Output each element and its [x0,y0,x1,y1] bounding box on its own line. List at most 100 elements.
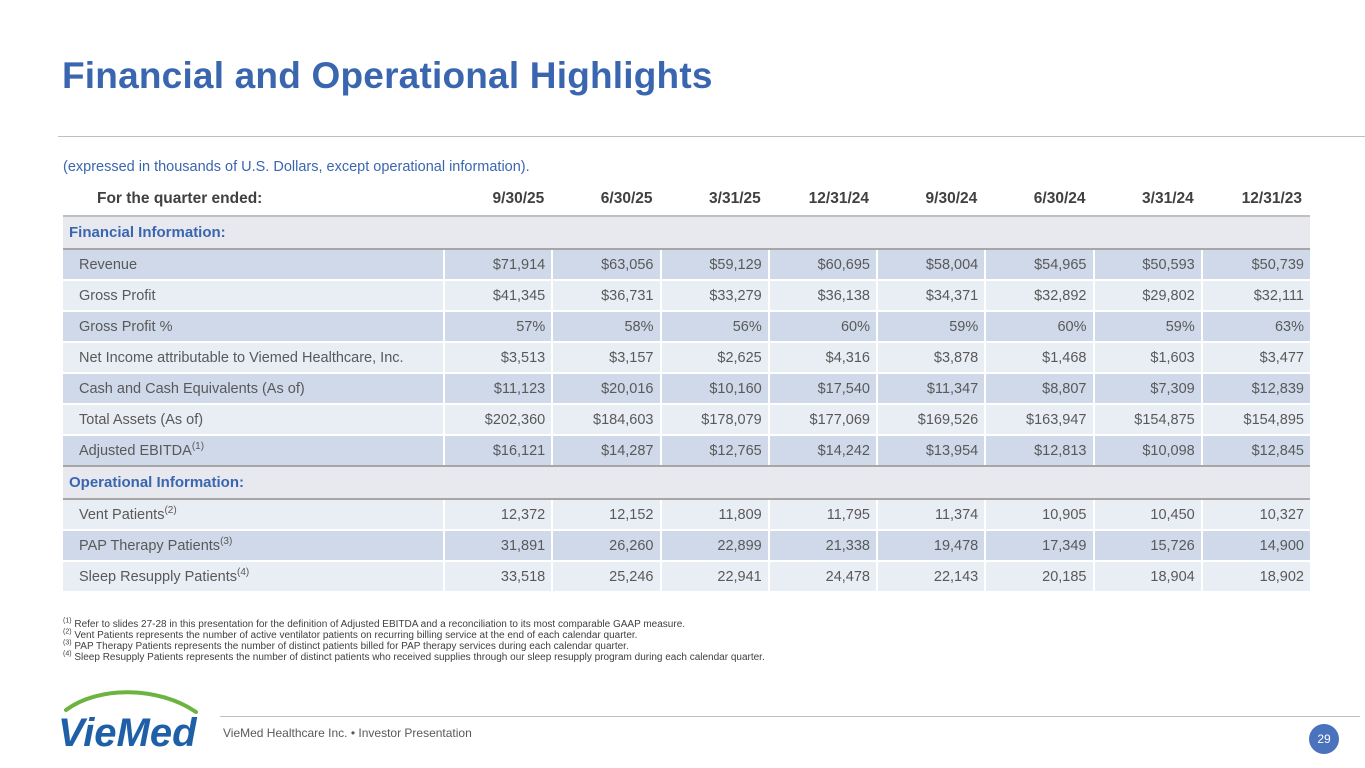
table-cell: 57% [444,311,554,343]
page-number-badge: 29 [1309,724,1339,754]
table-cell: 63% [1201,311,1310,343]
section-row-financial: Financial Information: [63,216,1310,250]
table-cell: 22,941 [660,561,770,593]
table-cell: 14,900 [1201,530,1310,562]
table-cell: $177,069 [768,404,879,436]
table-cell: $71,914 [444,249,554,281]
table-row: Net Income attributable to Viemed Health… [63,342,1310,374]
viemed-logo: VieMed [58,690,198,750]
table-cell: $8,807 [985,373,1095,405]
table-cell: $3,513 [444,342,554,374]
footnote-ref: (1) [191,440,205,452]
table-cell: 17,349 [985,530,1095,562]
table-cell: $12,765 [660,435,770,467]
period-header: 6/30/24 [985,183,1094,217]
table-cell: 60% [768,311,879,343]
table-row: PAP Therapy Patients(3) 31,891 26,260 22… [63,530,1310,562]
table-cell: 10,450 [1093,499,1203,531]
table-cell: $1,603 [1093,342,1203,374]
table-row: Total Assets (As of) $202,360 $184,603 $… [63,404,1310,436]
footnote: (2) Vent Patients represents the number … [63,628,765,641]
table-cell: 10,905 [985,499,1095,531]
table-cell: $184,603 [552,404,662,436]
footnote-text: Sleep Resupply Patients represents the n… [71,652,765,663]
table-cell: 19,478 [877,530,987,562]
footnote: (4) Sleep Resupply Patients represents t… [63,650,765,663]
table-cell: $3,878 [877,342,987,374]
table-cell: $7,309 [1093,373,1203,405]
table-cell: $4,316 [768,342,879,374]
table-cell: 11,374 [877,499,987,531]
row-label: Gross Profit % [63,311,445,343]
footnote: (3) PAP Therapy Patients represents the … [63,639,765,652]
footnote-marker: (3) [63,639,72,647]
table-cell: 18,904 [1093,561,1203,593]
footnote-text: Vent Patients represents the number of a… [71,630,638,641]
table-cell: 12,372 [444,499,554,531]
table-cell: 20,185 [985,561,1095,593]
row-label: Total Assets (As of) [63,404,445,436]
table-cell: $60,695 [768,249,879,281]
table-cell: $14,287 [552,435,662,467]
footnote-text: Refer to slides 27-28 in this presentati… [71,619,686,630]
table-cell: $13,954 [877,435,987,467]
footnote-ref: (4) [237,566,250,578]
units-note: (expressed in thousands of U.S. Dollars,… [63,159,530,175]
table-cell: $202,360 [444,404,554,436]
table-cell: 18,902 [1201,561,1310,593]
highlights-table: For the quarter ended: 9/30/25 6/30/25 3… [63,183,1310,593]
table-cell: 60% [985,311,1095,343]
table-cell: 12,152 [552,499,662,531]
row-label: Adjusted EBITDA(1) [63,435,445,467]
row-label: Revenue [63,249,445,281]
table-cell: $29,802 [1093,280,1203,312]
row-label-text: Adjusted EBITDA [79,442,192,459]
table-cell: $41,345 [444,280,554,312]
table-cell: $163,947 [985,404,1095,436]
table-cell: 10,327 [1201,499,1310,531]
table-cell: 25,246 [552,561,662,593]
row-label: Cash and Cash Equivalents (As of) [63,373,445,405]
table-cell: 59% [877,311,987,343]
footnote-marker: (4) [63,650,72,658]
table-cell: $12,839 [1201,373,1310,405]
table-cell: $154,875 [1093,404,1203,436]
table-cell: $17,540 [768,373,879,405]
footnote-ref: (3) [220,535,233,547]
table-cell: 31,891 [444,530,554,562]
row-label: PAP Therapy Patients(3) [63,530,445,562]
table-cell: $34,371 [877,280,987,312]
table-cell: $12,845 [1201,435,1310,467]
table-cell: 26,260 [552,530,662,562]
table-cell: $36,731 [552,280,662,312]
row-label-text: Vent Patients [79,506,165,523]
table-row: Revenue $71,914 $63,056 $59,129 $60,695 … [63,249,1310,281]
table-cell: $20,016 [552,373,662,405]
footer-text: VieMed Healthcare Inc. • Investor Presen… [223,726,472,740]
table-cell: $58,004 [877,249,987,281]
footnote-ref: (2) [164,504,177,516]
period-header: 9/30/25 [444,183,553,217]
header-label: For the quarter ended: [63,183,444,217]
section-row-operational: Operational Information: [63,466,1310,500]
table-cell: $3,157 [552,342,662,374]
period-header: 12/31/24 [768,183,877,217]
table-cell: $154,895 [1201,404,1310,436]
table-cell: $16,121 [444,435,554,467]
table-row: Vent Patients(2) 12,372 12,152 11,809 11… [63,499,1310,531]
table-cell: $10,160 [660,373,770,405]
section-heading: Operational Information: [63,466,1310,500]
table-cell: $11,347 [877,373,987,405]
table-row: Sleep Resupply Patients(4) 33,518 25,246… [63,561,1310,593]
table-cell: $11,123 [444,373,554,405]
footnote-marker: (2) [63,628,72,636]
table-cell: 21,338 [768,530,879,562]
table-row: Cash and Cash Equivalents (As of) $11,12… [63,373,1310,405]
table-cell: 22,143 [877,561,987,593]
row-label: Gross Profit [63,280,445,312]
table-cell: $3,477 [1201,342,1310,374]
table-cell: $12,813 [985,435,1095,467]
row-label-text: Sleep Resupply Patients [79,568,237,585]
table-cell: 58% [552,311,662,343]
table-cell: 24,478 [768,561,879,593]
